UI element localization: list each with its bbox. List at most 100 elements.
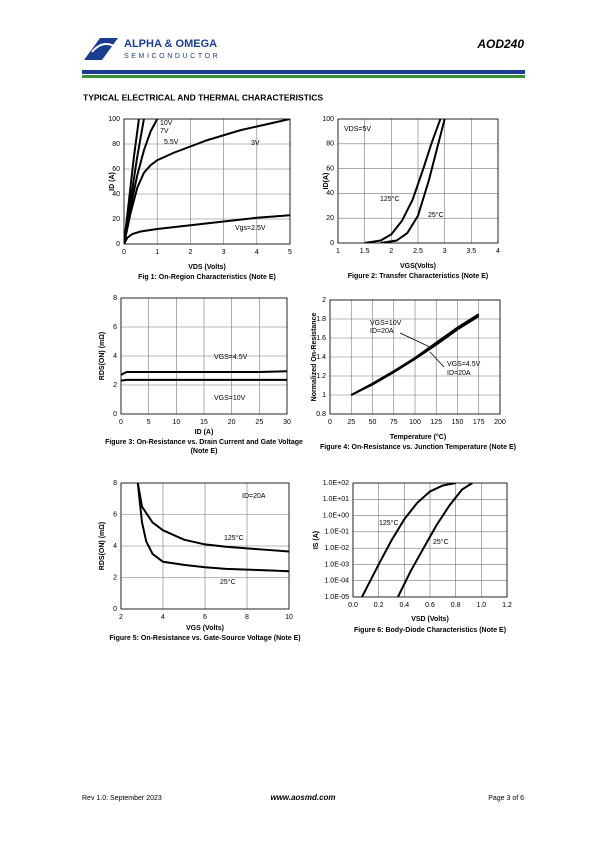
- y-tick-label: 40: [112, 191, 120, 198]
- x-tick-label: 15: [200, 419, 208, 426]
- y-tick-label: 1.0E+00: [323, 512, 349, 519]
- x-tick-label: 100: [409, 419, 421, 426]
- x-tick-label: 2: [389, 248, 393, 255]
- y-tick-label: 1: [322, 392, 326, 399]
- x-tick-label: 5: [147, 419, 151, 426]
- chart: 1 1.5 2 2.5 3 3.5 4020406080100125°C25°CVDS=5V…: [322, 116, 500, 270]
- x-tick-label: 30: [283, 419, 291, 426]
- x-tick-label: 3: [222, 249, 226, 256]
- series-label: 125°C: [380, 195, 400, 203]
- y-tick-label: 6: [113, 511, 117, 518]
- x-tick-label: 1.0: [476, 602, 486, 609]
- y-tick-label: 1.6: [316, 335, 326, 342]
- y-tick-label: 4: [113, 353, 117, 360]
- x-tick-label: 175: [473, 419, 485, 426]
- x-tick-label: 0: [328, 419, 332, 426]
- x-tick-label: 2: [188, 249, 192, 256]
- series-label: 3V: [251, 140, 260, 147]
- x-tick-label: 3.5: [466, 248, 476, 255]
- x-axis-label: ID (A): [195, 429, 214, 436]
- series-label: 25°C: [428, 211, 444, 219]
- y-axis-label: ID (A): [109, 172, 116, 191]
- y-tick-label: 1.0E-05: [324, 594, 349, 601]
- footer-page: Page 3 of 6: [488, 795, 524, 802]
- annotation-arrow: [429, 351, 445, 368]
- y-tick-label: 1.0E-01: [324, 529, 349, 536]
- division-name: SEMICONDUCTOR: [124, 53, 220, 60]
- chart: 0.0 0.2 0.4 0.6 0.8 1.0 1.2 1.0E-05 1.0E-04 1.0E-…: [313, 480, 512, 623]
- series-label: VGS=10V: [370, 320, 402, 327]
- annotation: ID=20A: [242, 493, 266, 500]
- logo-swoosh: [91, 43, 115, 53]
- logo: [84, 38, 118, 60]
- x-tick-label: 125: [430, 419, 442, 426]
- chart-caption: Figure 5: On-Resistance vs. Gate-Source …: [109, 635, 301, 642]
- y-axis-label: ID(A): [323, 173, 330, 190]
- x-tick-label: 6: [203, 614, 207, 621]
- y-tick-label: 80: [112, 141, 120, 148]
- plot-frame: [337, 118, 499, 244]
- data-line: [124, 214, 290, 244]
- x-tick-label: 0: [119, 419, 123, 426]
- chart-caption: Figure 6: Body-Diode Characteristics (No…: [353, 627, 507, 634]
- y-tick-label: 1.2: [316, 373, 326, 380]
- series-label: 125°C: [379, 519, 399, 527]
- series-label: 5.5V: [164, 139, 179, 146]
- y-tick-label: 20: [326, 215, 334, 222]
- x-tick-label: 10: [285, 614, 293, 621]
- x-tick-label: 5: [288, 249, 292, 256]
- x-tick-label: 0.0: [348, 602, 358, 609]
- x-tick-label: 1: [155, 249, 159, 256]
- series-label: 125°C: [224, 534, 244, 542]
- y-axis-label: RDS(ON) (mΩ): [99, 522, 106, 570]
- x-tick-label: 25: [347, 419, 355, 426]
- y-tick-label: 100: [108, 116, 120, 123]
- y-tick-label: 60: [326, 165, 334, 172]
- y-tick-label: 1.0E+01: [323, 496, 349, 503]
- y-tick-label: 0: [113, 606, 117, 613]
- y-axis-label: IS (A): [313, 531, 320, 549]
- chart-caption: Fig 1: On-Region Characteristics (Note E…: [138, 274, 276, 281]
- y-tick-label: 2: [113, 382, 117, 389]
- y-tick-label: 0: [116, 241, 120, 248]
- chart: 0 5 10 15 20 25 30 0 2 4 6 8 VGS=4.5V VGS=10V ID (A) RD…: [99, 295, 291, 436]
- series-label: VGS=10V: [214, 395, 246, 402]
- series-label: 10V: [160, 120, 173, 127]
- y-tick-label: 1.0E-02: [324, 545, 349, 552]
- plot-frame: [352, 482, 508, 598]
- y-tick-label: 2: [322, 297, 326, 304]
- x-tick-label: 4: [255, 249, 259, 256]
- data-line: [380, 119, 446, 243]
- plot-frame: [329, 299, 501, 415]
- chart-caption: Figure 4: On-Resistance vs. Junction Tem…: [320, 444, 516, 451]
- x-tick-label: 150: [452, 419, 464, 426]
- data-line: [136, 483, 289, 553]
- y-axis-label: RDS(ON) (mΩ): [99, 332, 106, 380]
- x-tick-label: 2: [119, 614, 123, 621]
- y-tick-label: 6: [113, 324, 117, 331]
- logo-mark: [84, 38, 118, 60]
- x-tick-label: 0.4: [399, 602, 409, 609]
- data-line: [364, 119, 442, 243]
- x-tick-label: 1.5: [360, 248, 370, 255]
- x-axis-label: VGS(Volts): [400, 263, 436, 270]
- x-axis-label: VSD (Volts): [411, 616, 449, 623]
- data-line: [136, 483, 289, 573]
- x-tick-label: 0.8: [451, 602, 461, 609]
- x-axis-label: VGS (Volts): [186, 625, 224, 632]
- chart: 0 25 50 75 100 125 150 175 200 0.8 1 1.2 1.4 1.6 1.8 2 V…: [311, 297, 506, 441]
- plot-frame: [123, 118, 291, 245]
- y-tick-label: 1.0E-03: [324, 561, 349, 568]
- x-tick-label: 50: [369, 419, 377, 426]
- y-tick-label: 2: [113, 574, 117, 581]
- series-label: 7V: [160, 128, 169, 135]
- x-tick-label: 25: [255, 419, 263, 426]
- data-line: [124, 119, 159, 244]
- chart-caption: Figure 3: On-Resistance vs. Drain Curren…: [105, 439, 303, 455]
- data-line: [361, 483, 456, 597]
- series-label: Vgs=2.5V: [235, 225, 266, 232]
- series-label: 25°C: [433, 538, 449, 546]
- y-axis-label: Normalized On-Resistance: [311, 313, 318, 402]
